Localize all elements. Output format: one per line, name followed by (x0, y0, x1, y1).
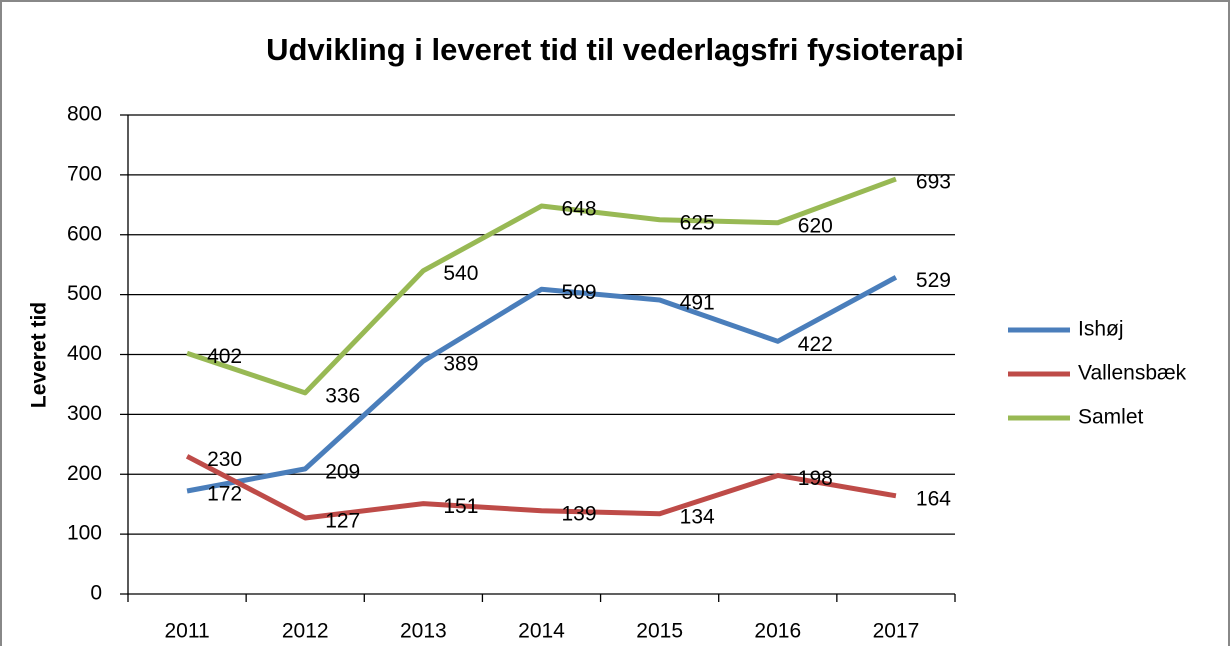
series-line (186, 275, 898, 494)
y-tick-label: 100 (67, 522, 102, 545)
y-tick-label: 200 (67, 462, 102, 485)
data-label: 230 (207, 448, 242, 471)
legend-label: Vallensbæk (1078, 362, 1187, 385)
x-tick-label: 2016 (754, 620, 801, 643)
series-line (186, 176, 897, 396)
x-tick-label: 2017 (873, 620, 920, 643)
data-label: 151 (443, 495, 478, 518)
y-tick-label: 700 (67, 162, 102, 185)
data-label: 127 (325, 510, 360, 533)
data-label: 540 (443, 262, 478, 285)
data-label: 620 (798, 214, 833, 237)
data-label: 529 (916, 269, 951, 292)
data-label: 509 (562, 281, 597, 304)
y-tick-label: 0 (90, 582, 102, 605)
data-label: 139 (562, 502, 597, 525)
legend-label: Ishøj (1078, 318, 1124, 341)
y-axis-label: Leveret tid (28, 302, 51, 408)
x-tick-label: 2013 (400, 620, 447, 643)
x-tick-label: 2011 (164, 620, 209, 643)
data-label: 164 (916, 487, 951, 510)
data-label: 389 (443, 353, 478, 376)
data-label: 625 (680, 211, 715, 234)
data-label: 648 (562, 198, 597, 221)
x-tick-label: 2012 (282, 620, 329, 643)
x-tick-label: 2015 (636, 620, 683, 643)
y-tick-label: 400 (67, 342, 102, 365)
y-tick-label: 800 (67, 103, 102, 126)
data-label: 491 (680, 292, 715, 315)
data-label: 198 (798, 467, 833, 490)
data-label: 336 (325, 384, 360, 407)
data-label: 172 (207, 483, 242, 506)
series-line (185, 454, 897, 521)
x-tick-label: 2014 (518, 620, 565, 643)
data-label: 693 (916, 171, 951, 194)
chart-title: Udvikling i leveret tid til vederlagsfri… (266, 32, 964, 67)
data-label: 402 (207, 345, 242, 368)
y-tick-label: 500 (67, 282, 102, 305)
data-label: 209 (325, 460, 360, 483)
y-tick-label: 300 (67, 402, 102, 425)
data-label: 134 (680, 505, 715, 528)
data-label: 422 (798, 333, 833, 356)
legend-label: Samlet (1078, 406, 1144, 429)
y-tick-label: 600 (67, 222, 102, 245)
